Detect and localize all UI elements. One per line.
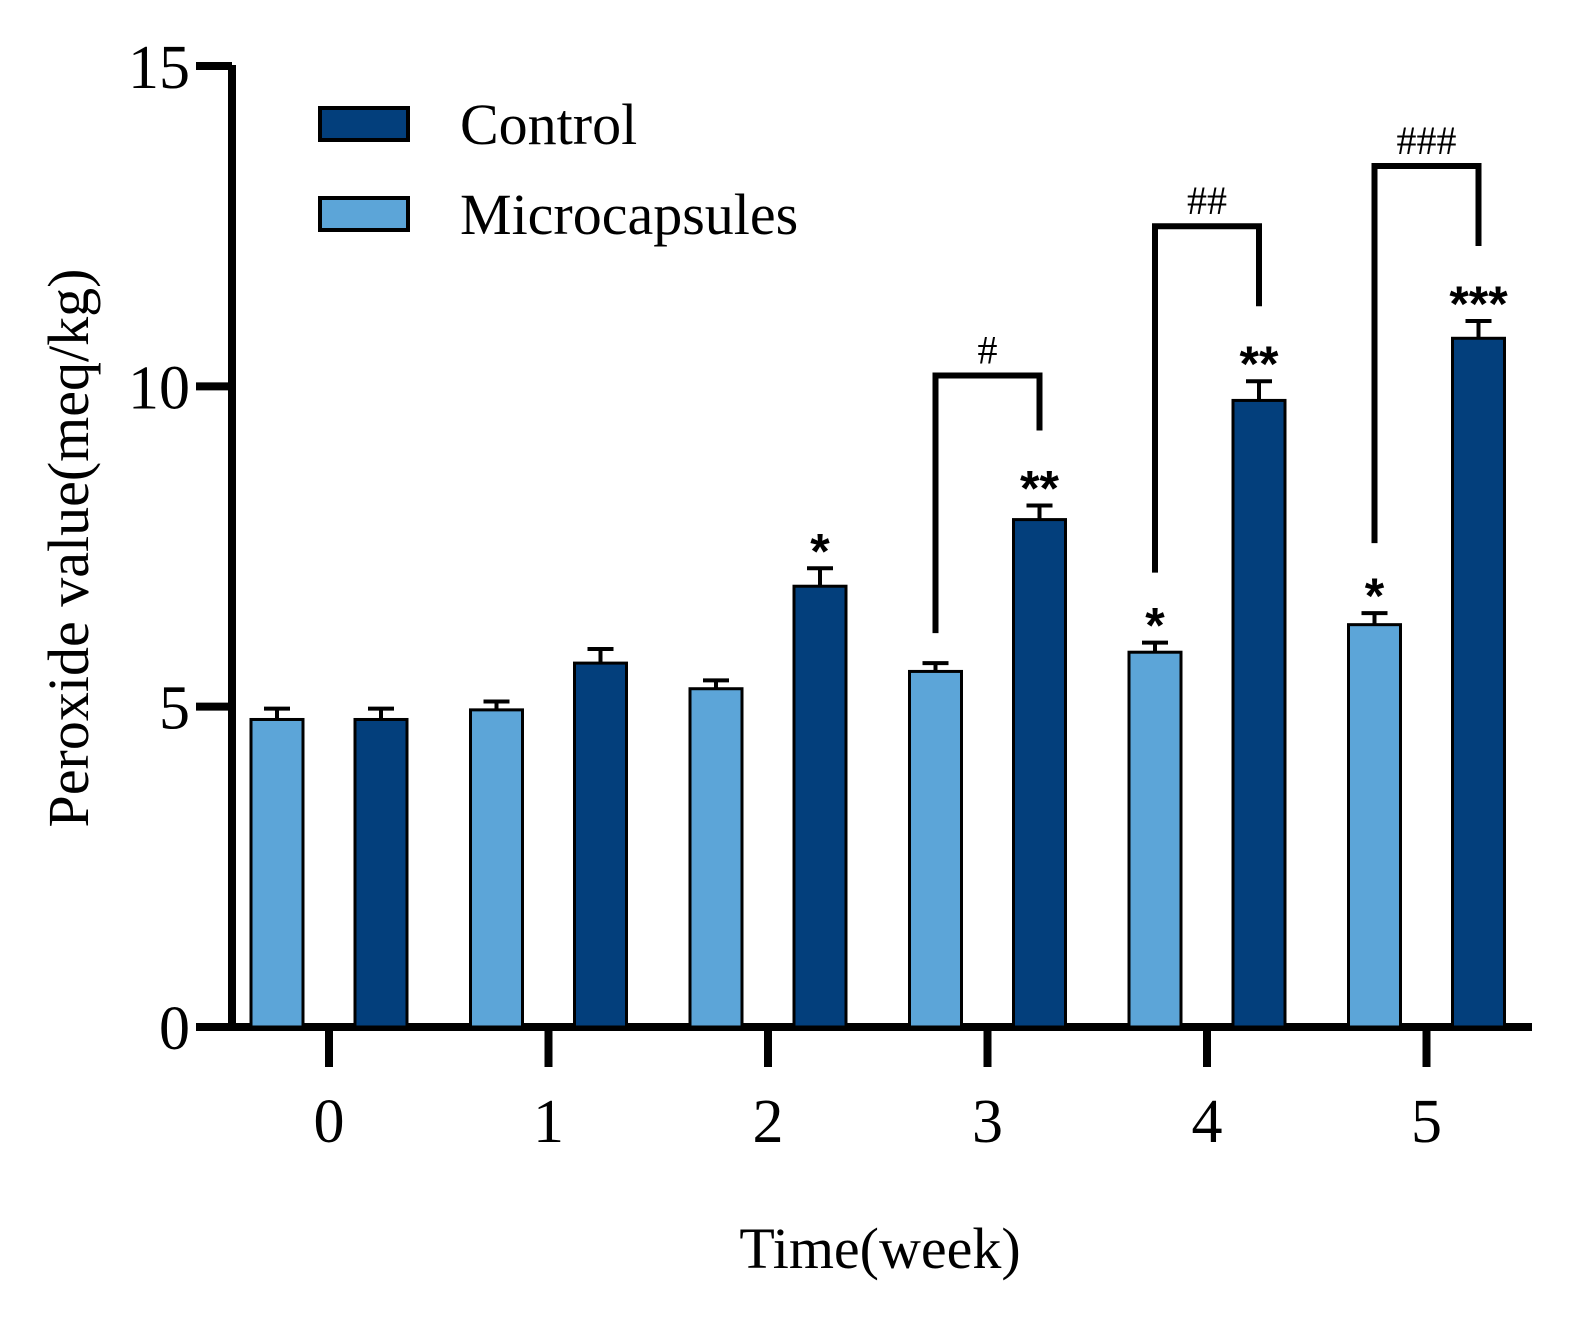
bar-microcapsules	[908, 669, 963, 1029]
comparison-bracket	[1371, 162, 1482, 544]
legend-swatch-control	[318, 106, 410, 142]
significance-mark: *	[1365, 568, 1385, 624]
y-axis-title: Peroxide value(meq/kg)	[36, 269, 101, 828]
legend-label-microcapsules: Microcapsules	[460, 182, 798, 247]
y-tick-label: 5	[159, 675, 190, 743]
bar-control	[1231, 398, 1287, 1029]
y-tick-label: 15	[128, 34, 190, 102]
significance-mark: **	[1020, 460, 1059, 516]
x-tick-label: 4	[1192, 1088, 1223, 1156]
legend-swatch-microcapsules	[318, 196, 410, 232]
comparison-bracket	[932, 372, 1043, 634]
significance-mark: **	[1240, 336, 1279, 392]
comparison-label: ###	[1397, 118, 1457, 163]
bar-control	[792, 584, 848, 1029]
x-tick-label: 3	[972, 1088, 1003, 1156]
comparison-label: ##	[1187, 178, 1227, 223]
x-tick-label: 2	[753, 1088, 784, 1156]
bar-microcapsules	[1347, 623, 1402, 1029]
significance-mark: ***	[1449, 276, 1508, 332]
legend-label-control: Control	[460, 92, 637, 157]
bar-control	[1012, 518, 1067, 1029]
x-axis-title: Time(week)	[739, 1216, 1020, 1281]
comparison-bracket	[1152, 223, 1262, 573]
bar-microcapsules	[249, 717, 305, 1029]
significance-mark: *	[1145, 598, 1165, 654]
y-tick-label: 0	[159, 995, 190, 1063]
bar-microcapsules	[469, 708, 524, 1029]
y-tick-label: 10	[128, 354, 190, 422]
bar-control	[573, 661, 628, 1029]
bar-microcapsules	[1127, 650, 1183, 1029]
bar-control	[1451, 336, 1506, 1029]
bar-microcapsules	[688, 687, 744, 1029]
bar-control	[353, 717, 409, 1029]
x-tick-label: 5	[1411, 1088, 1442, 1156]
significance-mark: *	[810, 523, 830, 579]
x-tick-label: 0	[314, 1088, 345, 1156]
x-tick-label: 1	[533, 1088, 564, 1156]
comparison-label: #	[978, 327, 998, 372]
